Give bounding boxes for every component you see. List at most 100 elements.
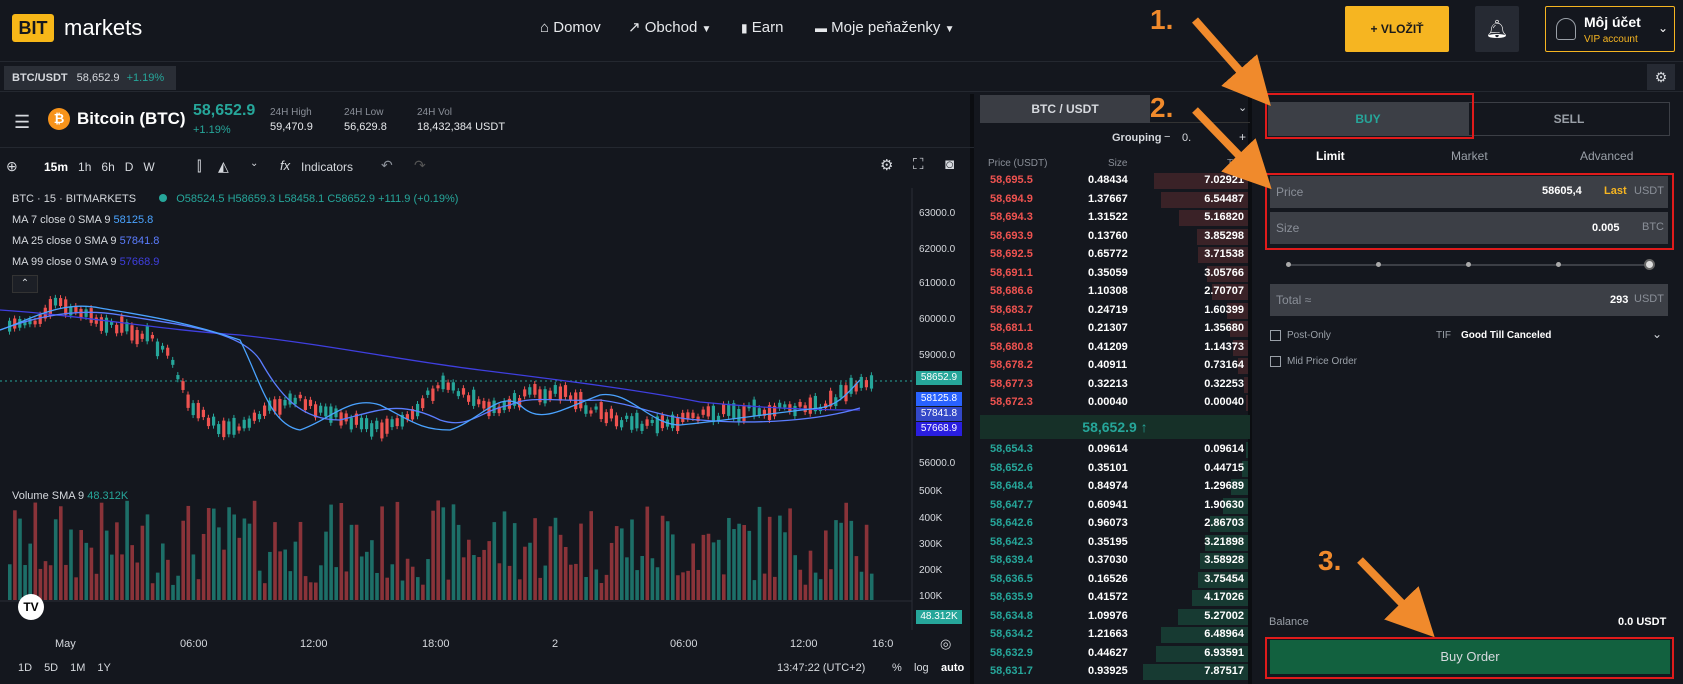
settings-button[interactable]: ⚙ — [1647, 64, 1675, 90]
candle — [563, 385, 568, 397]
candle — [614, 415, 619, 427]
grouping-plus[interactable]: + — [1239, 130, 1247, 144]
candle — [742, 405, 746, 422]
nav-wallets[interactable]: ▬ Moje peňaženky ▼ — [815, 18, 954, 40]
interval-1h[interactable]: 1h — [78, 160, 92, 174]
candle — [176, 375, 180, 380]
ask-row[interactable]: 58,681.1 0.21307 1.35680 — [980, 320, 1254, 339]
slider-step[interactable] — [1286, 262, 1291, 267]
mid-price-checkbox[interactable] — [1270, 356, 1281, 367]
range-1M[interactable]: 1M — [70, 662, 86, 674]
slider-step[interactable] — [1376, 262, 1381, 267]
collapse-legend-button[interactable]: ⌃ — [12, 275, 38, 293]
candle — [502, 401, 506, 411]
auto-toggle[interactable]: auto — [941, 662, 965, 674]
bid-row[interactable]: 58,639.4 0.37030 3.58928 — [980, 552, 1254, 571]
ask-row[interactable]: 58,693.9 0.13760 3.85298 — [980, 228, 1254, 247]
ask-row[interactable]: 58,694.9 1.37667 6.54487 — [980, 191, 1254, 210]
ask-row[interactable]: 58,694.3 1.31522 5.16820 — [980, 209, 1254, 228]
fullscreen-icon[interactable]: ⛶ — [913, 156, 924, 173]
bid-row[interactable]: 58,654.3 0.09614 0.09614 — [980, 441, 1254, 460]
bid-row[interactable]: 58,631.7 0.93925 7.87517 — [980, 663, 1254, 682]
grouping-label: Grouping — [1112, 132, 1162, 144]
ask-row[interactable]: 58,677.3 0.32213 0.32253 — [980, 376, 1254, 395]
range-1D[interactable]: 1D — [18, 662, 33, 674]
chevron-down-icon[interactable]: ⌄ — [1652, 327, 1663, 341]
interval-D[interactable]: D — [124, 160, 134, 174]
tab-market[interactable]: Market — [1451, 149, 1488, 163]
indicators-button[interactable]: Indicators — [301, 160, 354, 174]
bid-row[interactable]: 58,632.9 0.44627 6.93591 — [980, 645, 1254, 664]
candles-icon[interactable]: ⫿ — [197, 158, 202, 174]
gear-icon[interactable]: ⚙ — [880, 157, 894, 174]
post-only-checkbox[interactable] — [1270, 330, 1281, 341]
notifications-button[interactable]: 🔔︎ — [1475, 6, 1519, 52]
volume-bar — [89, 547, 94, 600]
buy-order-button[interactable]: Buy Order — [1270, 640, 1670, 674]
menu-icon[interactable]: ☰ — [14, 112, 31, 132]
plus-circle-icon[interactable]: ⊕ — [6, 158, 18, 174]
size-field[interactable]: Size 0.005 BTC — [1270, 212, 1668, 244]
interval-6h[interactable]: 6h — [101, 160, 115, 174]
brand-name[interactable]: markets — [64, 15, 143, 40]
range-5D[interactable]: 5D — [44, 662, 59, 674]
ask-row[interactable]: 58,683.7 0.24719 1.60399 — [980, 302, 1254, 321]
bid-row[interactable]: 58,636.5 0.16526 3.75454 — [980, 571, 1254, 590]
balance-value: 0.0 USDT — [1618, 616, 1667, 628]
area-chart-icon[interactable]: ◭ — [218, 158, 229, 174]
ask-row[interactable]: 58,691.1 0.35059 3.05766 — [980, 265, 1254, 284]
slider-step[interactable] — [1556, 262, 1561, 267]
ask-row[interactable]: 58,678.2 0.40911 0.73164 — [980, 357, 1254, 376]
highlight-buy-order — [1265, 637, 1674, 679]
ask-row[interactable]: 58,672.3 0.00040 0.00040 — [980, 394, 1254, 413]
bid-row[interactable]: 58,642.3 0.35195 3.21898 — [980, 534, 1254, 553]
legend-symbol: BTC · 15 · BITMARKETS — [12, 193, 137, 205]
slider-handle[interactable] — [1644, 259, 1655, 270]
total-field[interactable]: Total ≈ 293 USDT — [1270, 284, 1668, 316]
nav-home[interactable]: ⌂ Domov — [540, 18, 601, 38]
ask-row[interactable]: 58,692.5 0.65772 3.71538 — [980, 246, 1254, 265]
tif-select[interactable]: Good Till Canceled — [1461, 330, 1552, 341]
slider-step[interactable] — [1466, 262, 1471, 267]
volume-bar — [196, 579, 201, 600]
account-menu[interactable]: Môj účet VIP account ⌄ — [1545, 6, 1675, 52]
ticker-tab[interactable]: BTC/USDT 58,652.9 +1.19% — [4, 66, 176, 90]
bid-row[interactable]: 58,642.6 0.96073 2.86703 — [980, 515, 1254, 534]
candle — [533, 384, 537, 395]
ask-row[interactable]: 58,680.8 0.41209 1.14373 — [980, 339, 1254, 358]
volume-bar — [533, 518, 537, 600]
bid-row[interactable]: 58,652.6 0.35101 0.44715 — [980, 460, 1254, 479]
last-price-button[interactable]: Last — [1604, 185, 1627, 197]
orderbook-pair-tab[interactable]: BTC / USDT — [980, 95, 1150, 123]
log-toggle[interactable]: log — [914, 662, 929, 674]
nav-earn[interactable]: ▮ Earn — [741, 18, 783, 38]
grouping-minus[interactable]: − — [1164, 131, 1171, 143]
redo-icon[interactable]: ↷ — [414, 157, 426, 173]
interval-W[interactable]: W — [143, 160, 155, 174]
goto-date-icon[interactable]: ◎ — [940, 636, 952, 651]
price-chart[interactable]: 63000.062000.061000.060000.059000.057000… — [0, 180, 970, 660]
bid-row[interactable]: 58,634.8 1.09976 5.27002 — [980, 608, 1254, 627]
bid-row[interactable]: 58,647.7 0.60941 1.90630 — [980, 497, 1254, 516]
ask-row[interactable]: 58,686.6 1.10308 2.70707 — [980, 283, 1254, 302]
brand-logo[interactable]: BIT — [12, 14, 54, 42]
camera-icon[interactable]: ◙ — [945, 156, 955, 173]
chevron-down-icon[interactable]: ⌄ — [250, 158, 259, 169]
interval-15m[interactable]: 15m — [44, 160, 69, 174]
nav-trade[interactable]: ↗ Obchod ▼ — [628, 18, 711, 40]
deposit-button[interactable]: + VLOŽIŤ — [1345, 6, 1449, 52]
tab-limit[interactable]: Limit — [1316, 149, 1345, 163]
price-field[interactable]: Price 58605,4 Last USDT — [1270, 176, 1668, 208]
bid-row[interactable]: 58,635.9 0.41572 4.17026 — [980, 589, 1254, 608]
undo-icon[interactable]: ↶ — [381, 157, 393, 173]
tradingview-logo[interactable]: TV — [18, 594, 44, 620]
buy-tab[interactable]: BUY — [1268, 102, 1468, 136]
range-1Y[interactable]: 1Y — [97, 662, 111, 674]
tab-advanced[interactable]: Advanced — [1580, 149, 1634, 163]
sell-tab[interactable]: SELL — [1468, 102, 1670, 136]
bid-row[interactable]: 58,648.4 0.84974 1.29689 — [980, 478, 1254, 497]
candle — [584, 405, 588, 414]
ask-row[interactable]: 58,695.5 0.48434 7.02921 — [980, 172, 1254, 191]
percent-toggle[interactable]: % — [892, 662, 902, 674]
bid-row[interactable]: 58,634.2 1.21663 6.48964 — [980, 626, 1254, 645]
